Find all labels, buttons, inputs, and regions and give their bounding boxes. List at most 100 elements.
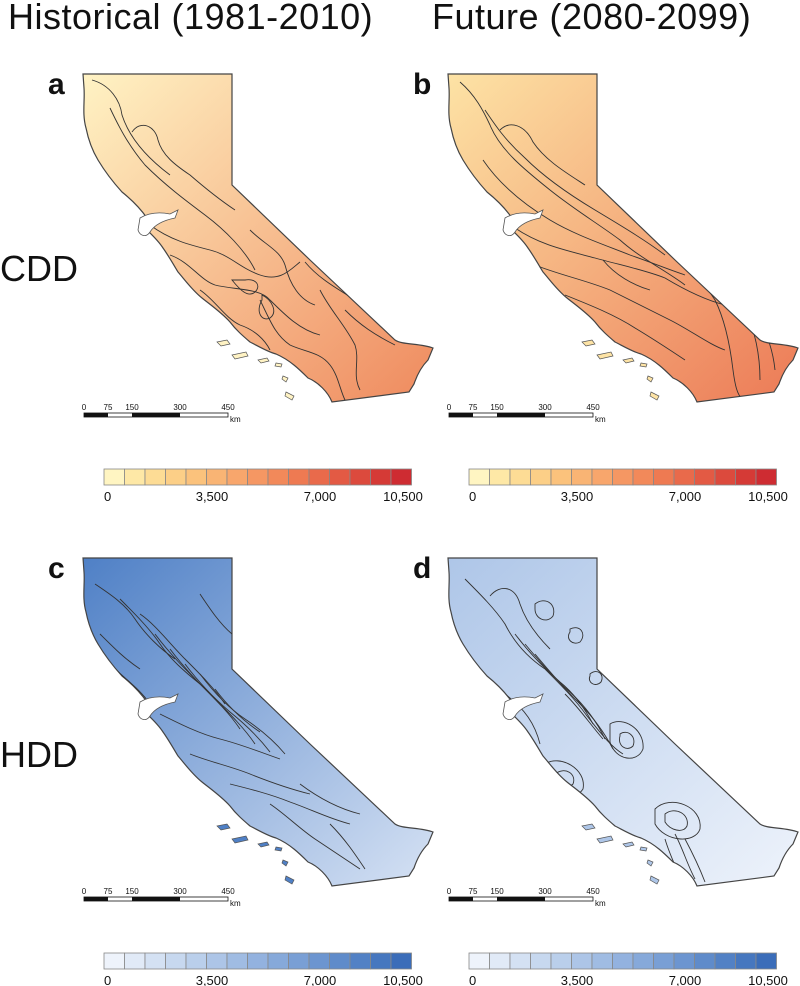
contour-line xyxy=(91,79,171,176)
contour-line xyxy=(329,823,366,870)
contour-line xyxy=(664,810,688,831)
panel-letter-b: b xyxy=(413,68,432,101)
scale-bar-a: 0 75 150 300 450 km xyxy=(82,403,241,424)
contour-line xyxy=(514,227,726,306)
island xyxy=(281,375,289,383)
panel-letter-d: d xyxy=(413,552,432,585)
scale-unit: km xyxy=(230,899,241,908)
scale-bar-segment xyxy=(449,897,473,901)
legend-swatch xyxy=(612,468,634,486)
contour-line xyxy=(231,279,259,295)
scale-tick-label: 75 xyxy=(104,403,113,412)
island xyxy=(257,841,270,848)
scale-unit: km xyxy=(595,415,606,424)
contour-line xyxy=(464,578,546,670)
legend-tick-label: 7,000 xyxy=(304,489,337,504)
legend-tick-label: 0 xyxy=(469,973,476,986)
scale-tick-label: 75 xyxy=(104,887,113,896)
legend-swatch xyxy=(714,952,736,970)
legend-swatch xyxy=(370,468,392,486)
contour-line xyxy=(199,289,271,351)
panel-letter-c: c xyxy=(48,552,65,585)
contour-line xyxy=(564,693,604,740)
legend-tick-label: 3,500 xyxy=(561,973,594,986)
legend-swatch xyxy=(144,952,166,970)
contour-line xyxy=(139,613,226,705)
scale-bar-segment xyxy=(132,413,180,417)
contour-line xyxy=(169,648,256,745)
legend-swatch xyxy=(550,952,572,970)
scale-bar-segment xyxy=(497,413,545,417)
contour-line xyxy=(99,633,141,670)
scale-tick-label: 0 xyxy=(82,887,87,896)
state-outline xyxy=(447,73,799,403)
contour-line xyxy=(619,731,635,749)
legend-swatch xyxy=(329,468,351,486)
contour-line xyxy=(249,229,316,306)
contour-line xyxy=(229,783,351,825)
legend-swatch xyxy=(489,468,511,486)
contour-line xyxy=(544,668,624,755)
contour-line xyxy=(319,289,361,391)
legend-swatch xyxy=(673,468,695,486)
legend-swatch xyxy=(329,952,351,970)
scale-tick-label: 150 xyxy=(125,887,139,896)
legend-tick-label: 0 xyxy=(104,489,111,504)
island xyxy=(596,351,614,360)
scale-tick-label: 300 xyxy=(538,887,552,896)
island xyxy=(274,362,283,368)
legend-swatch xyxy=(267,952,289,970)
island xyxy=(216,823,231,831)
island xyxy=(231,835,249,844)
scale-tick-label: 450 xyxy=(221,403,235,412)
scale-bar-segment xyxy=(84,413,108,417)
bay-water xyxy=(137,693,179,720)
legend-swatch xyxy=(632,468,654,486)
legend-swatch xyxy=(755,952,777,970)
legend-swatch xyxy=(124,468,146,486)
legend-swatch xyxy=(247,468,269,486)
contour-line xyxy=(109,107,256,271)
map-panel-c xyxy=(82,557,434,887)
island xyxy=(231,351,249,360)
scale-tick-label: 150 xyxy=(490,403,504,412)
contour-line xyxy=(564,294,686,361)
legend-tick-label: 0 xyxy=(469,489,476,504)
island xyxy=(622,357,635,364)
legend-swatch xyxy=(612,952,634,970)
contour-line xyxy=(602,259,651,291)
contour-line xyxy=(269,803,361,870)
legend-tick-label: 0 xyxy=(104,973,111,986)
map-panel-d xyxy=(447,557,799,887)
legend-swatch xyxy=(288,952,310,970)
scale-tick-label: 75 xyxy=(469,403,478,412)
scale-unit: km xyxy=(230,415,241,424)
scale-tick-label: 0 xyxy=(82,403,87,412)
island xyxy=(639,362,648,368)
contour-line xyxy=(654,801,701,840)
contour-line xyxy=(214,688,261,733)
legend-tick-label: 3,500 xyxy=(196,973,229,986)
contour-line xyxy=(344,309,396,346)
legend-swatch xyxy=(489,952,511,970)
legend-swatch xyxy=(124,952,146,970)
contour-line xyxy=(199,593,233,635)
contour-line xyxy=(484,109,666,256)
island xyxy=(646,375,654,383)
legend-swatch xyxy=(735,468,757,486)
island xyxy=(216,339,231,347)
bay-water xyxy=(502,209,544,236)
legend-swatch xyxy=(694,952,716,970)
legend-swatch xyxy=(530,468,552,486)
contour-line xyxy=(119,598,201,685)
contour-line xyxy=(588,671,603,685)
scale-bar-c: 0 75 150 300 450 km xyxy=(82,887,241,908)
contour-line xyxy=(159,713,281,760)
legend-tick-label: 7,000 xyxy=(669,973,702,986)
island xyxy=(622,841,635,848)
scale-tick-label: 300 xyxy=(538,403,552,412)
scale-tick-label: 75 xyxy=(469,887,478,896)
legend-swatch xyxy=(185,468,207,486)
row-label-hdd: HDD xyxy=(0,734,78,775)
scale-tick-label: 0 xyxy=(447,403,452,412)
